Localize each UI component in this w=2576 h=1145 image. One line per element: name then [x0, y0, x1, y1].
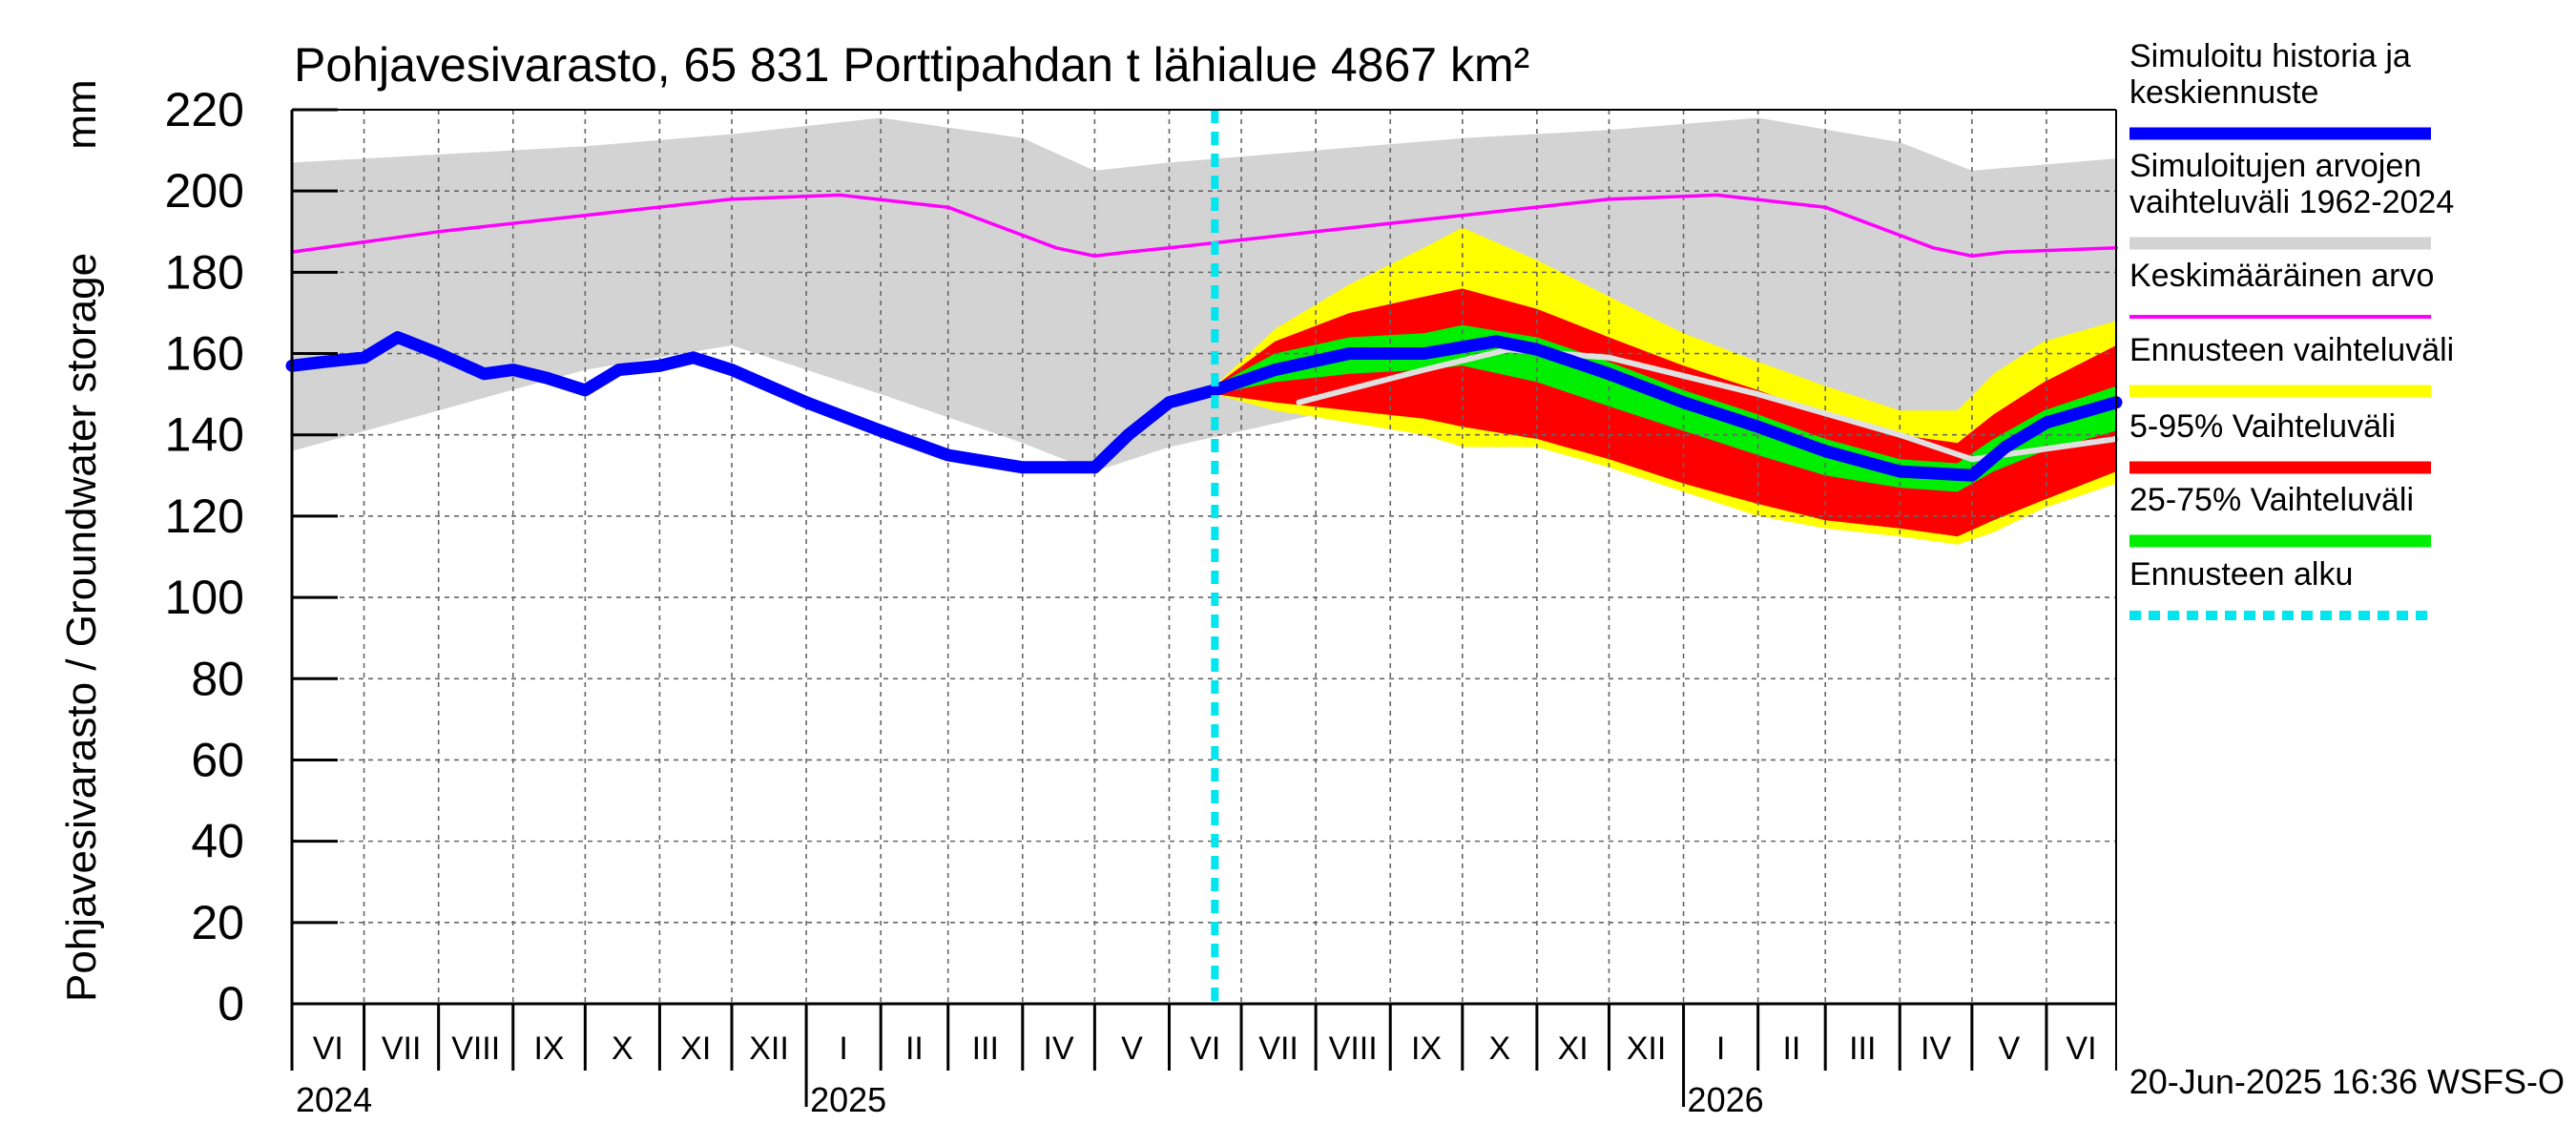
x-tick-label: XI — [1558, 1030, 1589, 1067]
x-tick-label: XII — [749, 1030, 789, 1067]
y-tick-label: 180 — [165, 245, 244, 299]
grid — [292, 110, 2116, 1004]
y-tick-label: 0 — [218, 977, 244, 1030]
y-tick-label: 100 — [165, 571, 244, 624]
x-tick-label: I — [839, 1030, 847, 1067]
legend-label: Simuloitu historia ja keskiennuste — [2129, 38, 2411, 111]
y-tick-label: 40 — [191, 815, 244, 868]
x-tick-label: IX — [1411, 1030, 1442, 1067]
legend-label: 5-95% Vaihteluväli — [2129, 408, 2396, 445]
x-tick-label: X — [1489, 1030, 1511, 1067]
y-tick-label: 220 — [165, 83, 244, 136]
x-tick-label: V — [1999, 1030, 2021, 1067]
x-tick-label: VII — [1258, 1030, 1298, 1067]
x-tick-label: VI — [1190, 1030, 1220, 1067]
x-tick-label: XI — [680, 1030, 711, 1067]
y-tick-label: 140 — [165, 408, 244, 462]
series-line-0 — [290, 193, 2118, 259]
y-tick-label: 160 — [165, 327, 244, 381]
x-tick-label: VIII — [451, 1030, 500, 1067]
x-tick-label: IX — [533, 1030, 564, 1067]
year-label: 2026 — [1688, 1080, 1764, 1119]
y-tick-label: 120 — [165, 489, 244, 543]
y-tick-label: 200 — [165, 164, 244, 218]
y-tick-label: 60 — [191, 733, 244, 786]
legend-label: 25-75% Vaihteluväli — [2129, 482, 2414, 518]
y-tick-label: 80 — [191, 652, 244, 705]
legend-label: Keskimääräinen arvo — [2129, 258, 2434, 294]
x-tick-label: VIII — [1329, 1030, 1378, 1067]
series-line-2 — [285, 331, 2123, 482]
series-line-1 — [1296, 346, 2119, 463]
x-tick-label: IV — [1921, 1030, 1951, 1067]
y-axis-label: Pohjavesivarasto / Groundwater storage — [58, 253, 105, 1002]
legend-label: Simuloitujen arvojen vaihteluväli 1962-20… — [2129, 148, 2454, 220]
x-tick-label: III — [1849, 1030, 1876, 1067]
x-tick-label: VII — [382, 1030, 422, 1067]
y-axis-unit: mm — [58, 79, 105, 149]
x-tick-label: VI — [2066, 1030, 2096, 1067]
year-label: 2024 — [296, 1080, 372, 1119]
x-tick-label: VI — [313, 1030, 343, 1067]
footer-timestamp: 20-Jun-2025 16:36 WSFS-O — [2129, 1062, 2565, 1101]
year-label: 2025 — [810, 1080, 886, 1119]
x-tick-label: X — [612, 1030, 634, 1067]
x-tick-label: V — [1121, 1030, 1143, 1067]
x-tick-label: XII — [1627, 1030, 1667, 1067]
chart-title: Pohjavesivarasto, 65 831 Porttipahdan t … — [294, 38, 1529, 92]
legend: Simuloitu historia ja keskiennuste Simuloi… — [2129, 38, 2454, 620]
x-tick-label: II — [905, 1030, 924, 1067]
legend-label: Ennusteen vaihteluväli — [2129, 332, 2454, 368]
x-tick-label: IV — [1044, 1030, 1074, 1067]
band-0 — [292, 117, 2116, 472]
x-tick-label: II — [1782, 1030, 1800, 1067]
y-tick-label: 20 — [191, 896, 244, 949]
x-tick-label: III — [972, 1030, 999, 1067]
legend-label: Ennusteen alku — [2129, 556, 2353, 593]
x-tick-label: I — [1716, 1030, 1725, 1067]
